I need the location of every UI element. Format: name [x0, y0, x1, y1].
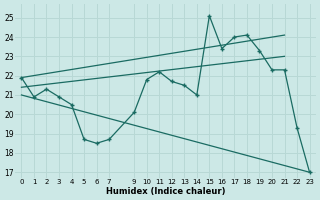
X-axis label: Humidex (Indice chaleur): Humidex (Indice chaleur)	[106, 187, 225, 196]
